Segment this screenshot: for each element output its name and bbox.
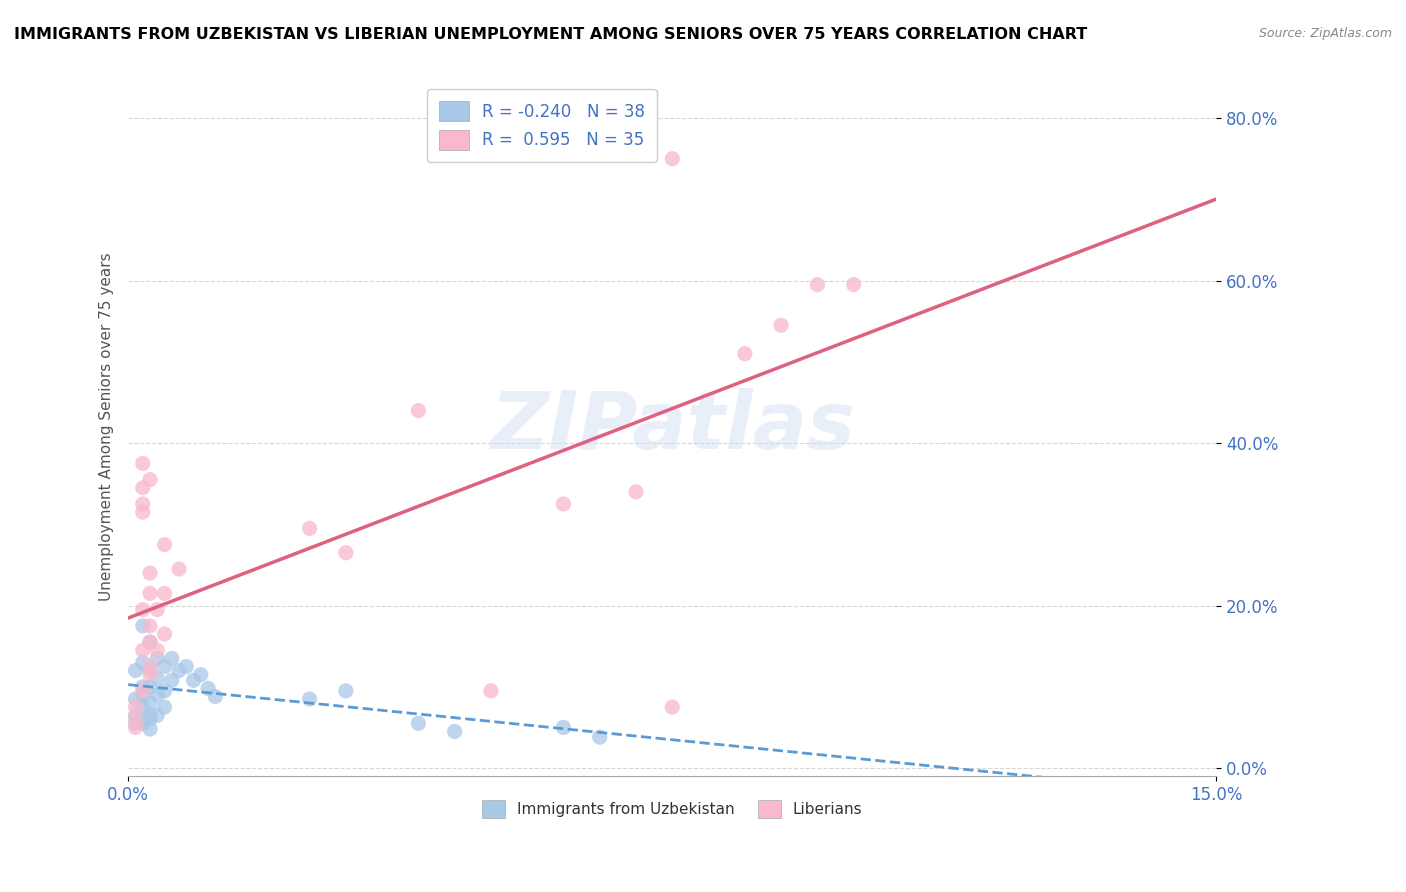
Point — [139, 722, 162, 736]
Point — [132, 656, 155, 670]
Point — [132, 700, 155, 714]
Point — [139, 708, 162, 723]
Point — [153, 659, 176, 673]
Point — [408, 403, 430, 417]
Point — [132, 684, 155, 698]
Point — [174, 659, 197, 673]
Point — [132, 497, 155, 511]
Point — [167, 562, 190, 576]
Point — [139, 635, 162, 649]
Point — [408, 716, 430, 731]
Y-axis label: Unemployment Among Seniors over 75 years: Unemployment Among Seniors over 75 years — [100, 252, 114, 601]
Point — [661, 700, 683, 714]
Point — [132, 481, 155, 495]
Text: IMMIGRANTS FROM UZBEKISTAN VS LIBERIAN UNEMPLOYMENT AMONG SENIORS OVER 75 YEARS : IMMIGRANTS FROM UZBEKISTAN VS LIBERIAN U… — [14, 27, 1087, 42]
Point — [335, 684, 357, 698]
Point — [298, 521, 321, 535]
Point — [335, 546, 357, 560]
Point — [132, 716, 155, 731]
Point — [124, 720, 146, 734]
Point — [124, 716, 146, 731]
Point — [153, 538, 176, 552]
Point — [132, 456, 155, 470]
Point — [139, 680, 162, 694]
Point — [139, 696, 162, 710]
Point — [153, 684, 176, 698]
Point — [190, 667, 212, 681]
Point — [132, 680, 155, 694]
Point — [139, 619, 162, 633]
Point — [153, 700, 176, 714]
Point — [734, 347, 756, 361]
Point — [146, 643, 169, 657]
Point — [204, 690, 226, 704]
Point — [124, 692, 146, 706]
Point — [132, 619, 155, 633]
Point — [842, 277, 865, 292]
Point — [124, 712, 146, 726]
Point — [139, 659, 162, 673]
Point — [124, 700, 146, 714]
Point — [132, 643, 155, 657]
Point — [553, 497, 575, 511]
Point — [806, 277, 828, 292]
Point — [124, 708, 146, 723]
Point — [124, 664, 146, 678]
Point — [197, 681, 219, 696]
Point — [139, 635, 162, 649]
Point — [146, 708, 169, 723]
Point — [160, 673, 183, 688]
Point — [770, 318, 793, 333]
Point — [139, 667, 162, 681]
Point — [661, 152, 683, 166]
Point — [479, 684, 502, 698]
Point — [139, 712, 162, 726]
Point — [139, 473, 162, 487]
Point — [298, 692, 321, 706]
Point — [553, 720, 575, 734]
Point — [139, 664, 162, 678]
Point — [146, 651, 169, 665]
Point — [443, 724, 465, 739]
Point — [183, 673, 205, 688]
Point — [132, 688, 155, 702]
Legend: Immigrants from Uzbekistan, Liberians: Immigrants from Uzbekistan, Liberians — [477, 794, 869, 824]
Point — [132, 602, 155, 616]
Point — [167, 664, 190, 678]
Point — [624, 484, 647, 499]
Point — [139, 566, 162, 580]
Point — [589, 730, 612, 744]
Point — [146, 672, 169, 686]
Point — [160, 651, 183, 665]
Text: ZIPatlas: ZIPatlas — [489, 388, 855, 466]
Text: Source: ZipAtlas.com: Source: ZipAtlas.com — [1258, 27, 1392, 40]
Point — [153, 627, 176, 641]
Point — [146, 688, 169, 702]
Point — [139, 586, 162, 600]
Point — [132, 505, 155, 519]
Point — [146, 602, 169, 616]
Point — [153, 586, 176, 600]
